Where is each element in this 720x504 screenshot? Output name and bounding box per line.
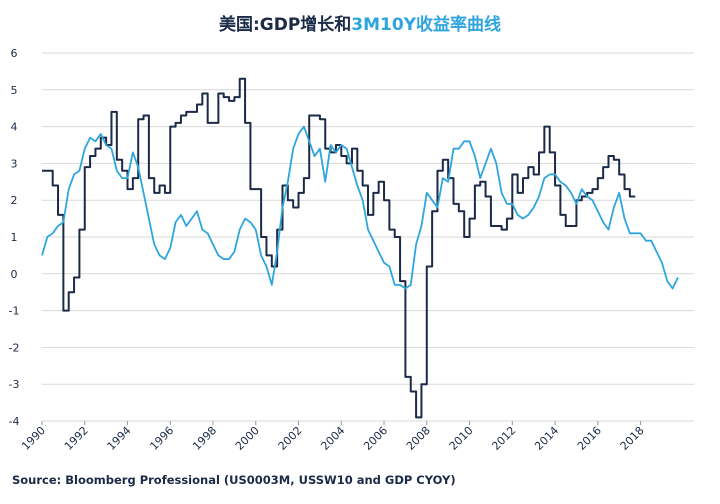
title-part: 美国:GDP增长和	[219, 14, 351, 35]
x-tick-label: 2014	[532, 424, 561, 453]
y-tick-label: 1	[11, 231, 18, 244]
y-tick-label: 4	[11, 121, 18, 134]
y-tick-label: 2	[11, 194, 18, 207]
y-tick-label: 6	[11, 47, 18, 60]
x-tick-label: 2002	[276, 424, 305, 453]
x-tick-label: 1994	[105, 424, 134, 453]
y-tick-label: -4	[9, 415, 20, 428]
x-tick-label: 2000	[233, 424, 262, 453]
y-tick-label: 5	[11, 84, 18, 97]
y-tick-label: -2	[9, 341, 20, 354]
title-highlight: 3M10Y收益率曲线	[351, 14, 501, 35]
x-tick-label: 1992	[62, 424, 91, 453]
x-tick-label: 2018	[618, 424, 647, 453]
source-note: Source: Bloomberg Professional (US0003M,…	[12, 473, 456, 487]
series-line	[41, 125, 679, 290]
y-tick-label: -1	[9, 305, 20, 318]
x-tick-label: 2008	[404, 424, 433, 453]
x-tick-label: 2010	[447, 424, 476, 453]
x-tick-label: 1996	[147, 424, 176, 453]
x-tick-label: 1990	[19, 424, 48, 453]
y-tick-label: 0	[11, 268, 18, 281]
series-line	[42, 77, 636, 419]
x-tick-label: 2016	[575, 424, 604, 453]
x-tick-label: 1998	[190, 424, 219, 453]
x-tick-label: 2012	[489, 424, 518, 453]
y-tick-label: -3	[9, 378, 20, 391]
x-tick-label: 2006	[361, 424, 390, 453]
x-tick-label: 2004	[318, 424, 347, 453]
chart-title: 美国:GDP增长和3M10Y收益率曲线	[219, 14, 501, 35]
y-tick-label: 3	[11, 157, 18, 170]
